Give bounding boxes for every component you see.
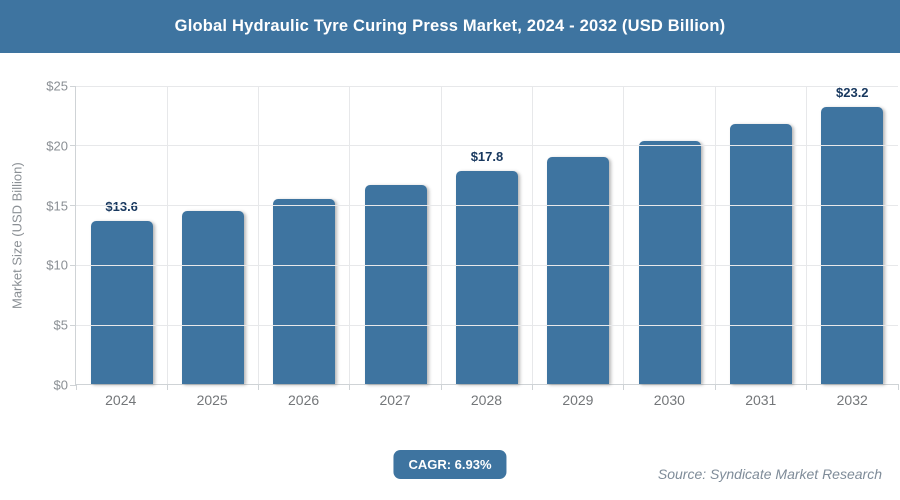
v-gridline [349, 86, 351, 384]
bar-2032 [821, 106, 884, 384]
x-tick-mark [440, 384, 442, 390]
y-tick-label: $0 [53, 377, 68, 393]
y-tick-label: $25 [46, 78, 68, 94]
x-tick-label: 2024 [105, 392, 137, 408]
x-tick-label: 2030 [653, 392, 685, 408]
y-tick-mark [70, 205, 76, 207]
bar-column [533, 86, 624, 384]
bar-column [715, 86, 806, 384]
y-tick-mark [70, 85, 76, 87]
bar-value-label: $17.8 [470, 149, 504, 165]
bar-2025 [181, 210, 244, 384]
h-gridline [76, 85, 898, 87]
x-tick-mark [258, 384, 260, 390]
y-tick-mark [70, 324, 76, 326]
x-tick-mark [714, 384, 716, 390]
y-tick-label: $20 [46, 138, 68, 154]
y-tick-mark [70, 145, 76, 147]
v-gridline [806, 86, 808, 384]
x-tick-mark [532, 384, 534, 390]
y-tick-label: $10 [46, 257, 68, 273]
bar-column [167, 86, 258, 384]
v-gridline [623, 86, 625, 384]
bar-series: $13.6 $17.8 $23.2 [76, 84, 898, 384]
x-tick-mark [349, 384, 351, 390]
y-tick-mark [70, 264, 76, 266]
h-gridline [76, 324, 898, 326]
x-tick-mark [623, 384, 625, 390]
y-tick-label: $15 [46, 198, 68, 214]
bar-2030 [638, 141, 701, 384]
bar-2031 [729, 124, 792, 384]
bar-column [624, 86, 715, 384]
v-gridline [258, 86, 260, 384]
x-tick-label: 2027 [379, 392, 411, 408]
x-tick-label: 2025 [196, 392, 228, 408]
title-bar: Global Hydraulic Tyre Curing Press Marke… [0, 0, 900, 53]
y-tick-mark [70, 384, 76, 386]
x-tick-label: 2029 [562, 392, 594, 408]
bar-column: $17.8 [441, 86, 532, 384]
chart-title: Global Hydraulic Tyre Curing Press Marke… [174, 17, 726, 35]
h-gridline [76, 145, 898, 147]
bar-2029 [547, 156, 610, 384]
h-gridline [76, 205, 898, 207]
x-axis-labels: 2024 2025 2026 2027 2028 2029 2030 2031 2032 [75, 392, 898, 414]
bar-column [259, 86, 350, 384]
source-credit: Source: Syndicate Market Research [657, 466, 882, 482]
bar-2026 [273, 198, 336, 384]
bar-value-label: $13.6 [105, 199, 138, 215]
bar-column [350, 86, 441, 384]
x-tick-mark [166, 384, 168, 390]
bar-column: $13.6 [76, 86, 167, 384]
y-axis-tick-labels: $0 $5 $10 $15 $20 $25 [0, 79, 68, 393]
x-tick-label: 2028 [470, 392, 503, 408]
v-gridline [714, 86, 716, 384]
x-tick-mark [75, 384, 77, 390]
y-tick-label: $5 [53, 317, 68, 333]
x-tick-label: 2032 [836, 392, 868, 408]
x-tick-label: 2031 [745, 392, 777, 408]
bar-2028 [455, 171, 518, 384]
cagr-badge: CAGR: 6.93% [393, 450, 507, 479]
plot-area: $13.6 $17.8 $23.2 [70, 84, 899, 390]
h-gridline [76, 264, 898, 266]
bar-2027 [364, 185, 427, 384]
x-tick-mark [806, 384, 808, 390]
v-gridline [166, 86, 168, 384]
x-tick-mark [897, 384, 899, 390]
bar-value-label: $23.2 [836, 84, 869, 100]
x-tick-label: 2026 [288, 392, 320, 408]
v-gridline [440, 86, 442, 384]
bar-2024 [90, 221, 153, 384]
v-gridline [532, 86, 534, 384]
bar-column: $23.2 [807, 84, 898, 384]
